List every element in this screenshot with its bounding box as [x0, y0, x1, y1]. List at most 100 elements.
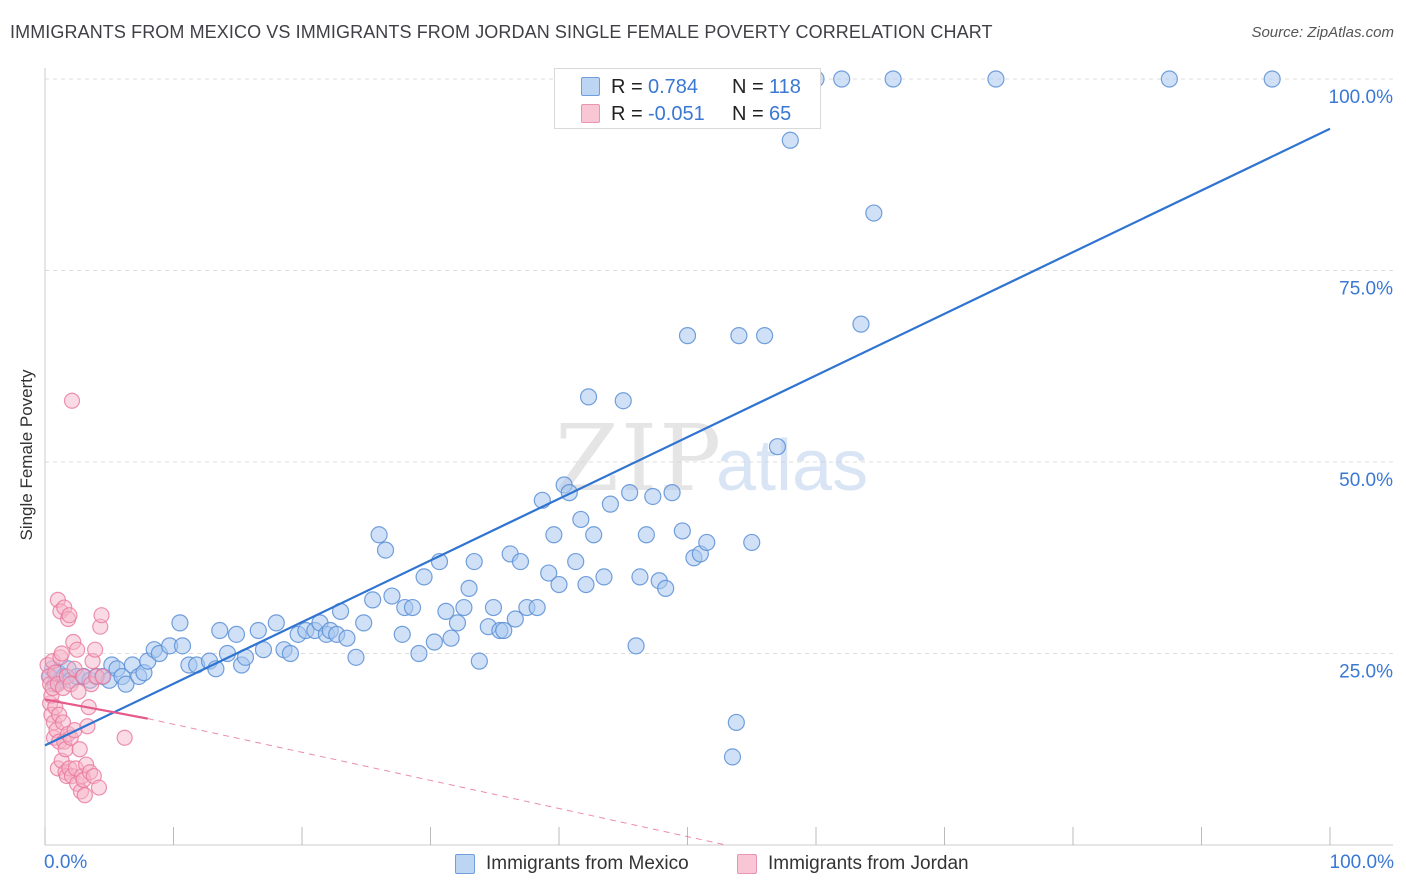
mexico-point — [442, 629, 460, 647]
mexico-trend-line — [44, 127, 1331, 747]
chart-title: IMMIGRANTS FROM MEXICO VS IMMIGRANTS FRO… — [10, 22, 993, 42]
mexico-point — [484, 598, 503, 617]
legend-r-label: R = — [611, 76, 643, 98]
y-tick-label: 100.0% — [1329, 87, 1394, 108]
mexico-point — [171, 614, 189, 632]
mexico-point — [723, 748, 742, 766]
jordan-series — [39, 392, 133, 804]
mexico-point — [370, 526, 388, 544]
mexico-point — [1263, 70, 1281, 88]
jordan-point — [53, 645, 70, 662]
mexico-point — [585, 526, 603, 544]
legend-swatch-jordan — [581, 104, 600, 123]
jordan-point — [69, 641, 86, 658]
mexico-point — [627, 637, 645, 655]
x-tick-max: 100.0% — [1329, 852, 1394, 873]
bottom-legend-label-mexico: Immigrants from Mexico — [486, 853, 689, 874]
jordan-trend-line — [44, 698, 149, 720]
legend-n-label: N = — [732, 76, 764, 98]
mexico-point — [281, 644, 300, 663]
jordan-point — [71, 741, 88, 758]
bottom-legend-swatch-jordan — [737, 854, 757, 874]
mexico-series — [41, 70, 1281, 766]
jordan-point — [63, 392, 81, 409]
mexico-point — [364, 591, 382, 609]
legend-n-value: 118 — [769, 76, 801, 98]
mexico-point — [730, 327, 748, 345]
legend-row-jordan: R = -0.051 N = 65 — [555, 102, 820, 128]
mexico-point — [727, 713, 745, 732]
stats-legend: R = 0.784 N = 118 R = -0.051 N = 65 — [554, 68, 821, 129]
x-tick-min: 0.0% — [44, 852, 88, 873]
mexico-point — [460, 579, 478, 597]
mexico-point — [338, 629, 356, 647]
jordan-point — [93, 607, 110, 624]
mexico-point — [249, 621, 267, 640]
mexico-point — [415, 568, 433, 586]
legend-row-mexico: R = 0.784 N = 118 — [555, 75, 820, 101]
jordan-point — [87, 641, 104, 658]
mexico-point — [663, 484, 681, 502]
mexico-point — [987, 70, 1005, 88]
y-tick-label: 75.0% — [1339, 279, 1393, 300]
mexico-point — [267, 614, 285, 632]
mexico-point — [743, 533, 761, 552]
mexico-point — [781, 131, 799, 149]
legend-r-label: R = — [611, 103, 643, 125]
mexico-point — [410, 644, 428, 663]
mexico-point — [437, 602, 455, 620]
legend-n-label: N = — [732, 103, 764, 125]
mexico-point — [673, 522, 691, 540]
mexico-point — [540, 564, 558, 582]
mexico-point — [637, 526, 655, 544]
watermark: ZIP atlas — [555, 405, 868, 512]
mexico-point — [1160, 70, 1178, 88]
mexico-point — [347, 648, 365, 666]
mexico-point — [595, 568, 613, 586]
jordan-point — [76, 787, 93, 804]
mexico-point — [455, 598, 473, 617]
mexico-point — [211, 621, 229, 640]
legend-r-value: 0.784 — [648, 76, 699, 98]
watermark-zip: ZIP — [555, 405, 723, 512]
mexico-point — [528, 598, 546, 617]
trend-lines — [44, 127, 1331, 846]
mexico-point — [884, 70, 902, 88]
mexico-point — [572, 510, 590, 529]
mexico-point — [393, 625, 411, 643]
mexico-point — [173, 637, 192, 655]
mexico-point — [567, 552, 585, 571]
y-tick-label: 50.0% — [1339, 470, 1393, 491]
mexico-point — [383, 587, 401, 605]
mexico-point — [227, 625, 246, 643]
jordan-point — [116, 729, 133, 746]
mexico-point — [614, 392, 632, 410]
legend-n-value: 65 — [769, 103, 792, 125]
mexico-point — [768, 438, 787, 456]
mexico-point — [698, 533, 716, 552]
mexico-point — [403, 598, 422, 617]
mexico-point — [579, 388, 598, 406]
bottom-legend-swatch-mexico — [455, 854, 475, 874]
mexico-point — [511, 552, 530, 571]
mexico-point — [755, 327, 774, 345]
mexico-point — [448, 614, 467, 632]
mexico-point — [657, 579, 675, 597]
mexico-point — [644, 487, 662, 506]
legend-swatch-mexico — [581, 77, 600, 96]
mexico-point — [218, 644, 237, 663]
mexico-point — [833, 70, 851, 88]
jordan-trend-extension — [147, 718, 727, 846]
mexico-point — [117, 675, 135, 693]
jordan-point — [94, 668, 111, 685]
y-tick-label: 25.0% — [1339, 662, 1393, 683]
mexico-point — [465, 552, 483, 571]
mexico-point — [355, 614, 373, 632]
watermark-atlas: atlas — [716, 426, 868, 506]
mexico-point — [852, 315, 870, 333]
mexico-point — [470, 652, 488, 670]
mexico-point — [495, 621, 513, 640]
gridlines — [45, 78, 1393, 654]
legend-r-value: -0.051 — [648, 103, 705, 125]
